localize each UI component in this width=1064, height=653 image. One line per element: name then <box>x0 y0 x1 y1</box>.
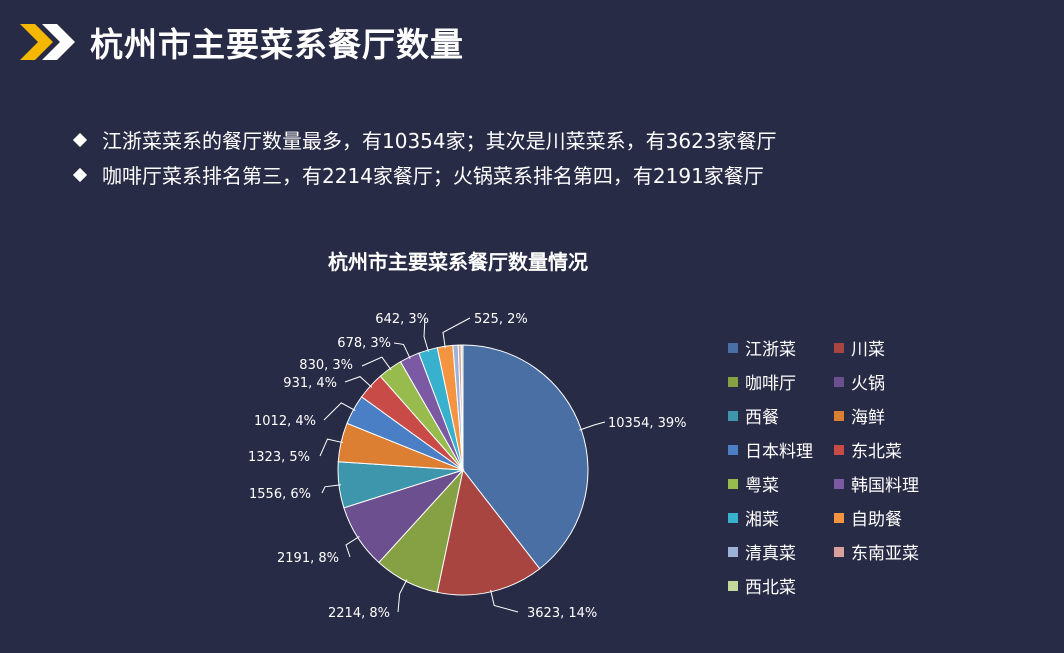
legend-swatch <box>728 512 738 523</box>
legend-label: 咖啡厅 <box>745 374 796 394</box>
data-label: 10354, 39% <box>608 416 687 431</box>
legend-item: 西北菜 <box>728 574 834 598</box>
legend-swatch <box>834 546 844 557</box>
data-label: 525, 2% <box>474 312 528 327</box>
pie-slice <box>460 344 464 471</box>
double-chevron-icon <box>20 24 75 60</box>
legend-label: 川菜 <box>851 340 885 360</box>
bullet-text: 江浙菜菜系的餐厅数量最多，有10354家；其次是川菜菜系，有3623家餐厅 <box>102 129 777 153</box>
summary-bullets: 江浙菜菜系的餐厅数量最多，有10354家；其次是川菜菜系，有3623家餐厅 咖啡… <box>70 122 777 192</box>
data-label: 931, 4% <box>283 376 337 391</box>
legend-label: 东北菜 <box>851 442 902 462</box>
legend-label: 西北菜 <box>745 578 796 598</box>
legend-label: 清真菜 <box>745 544 796 564</box>
page-title: 杭州市主要菜系餐厅数量 <box>90 25 464 64</box>
legend-item: 东南亚菜 <box>834 540 944 564</box>
legend-swatch <box>728 580 738 591</box>
legend-label: 江浙菜 <box>745 340 796 360</box>
leader-line <box>393 342 411 360</box>
legend-label: 东南亚菜 <box>851 544 919 564</box>
data-label: 642, 3% <box>375 312 429 327</box>
legend-item: 韩国料理 <box>834 472 944 496</box>
leader-line <box>323 402 356 421</box>
legend-item: 粤菜 <box>728 472 834 496</box>
chart-legend: 江浙菜 川菜咖啡厅 火锅西餐 海鲜日本料理 东北菜粤菜 韩国料理湘菜 自助餐清真菜 东南亚菜西… <box>728 336 958 598</box>
legend-label: 火锅 <box>851 374 885 394</box>
leader-line <box>442 317 471 349</box>
header: 杭州市主要菜系餐厅数量 <box>20 20 464 64</box>
leader-line <box>397 579 408 613</box>
legend-item: 西餐 <box>728 404 834 428</box>
legend-item: 清真菜 <box>728 540 834 564</box>
legend-item: 海鲜 <box>834 404 944 428</box>
legend-label: 自助餐 <box>851 510 902 530</box>
leader-line <box>490 589 519 613</box>
bullet-item: 咖啡厅菜系排名第三，有2214家餐厅；火锅菜系排名第四，有2191家餐厅 <box>70 157 777 192</box>
legend-item: 自助餐 <box>834 506 944 530</box>
data-label: 678, 3% <box>337 336 391 351</box>
legend-item: 日本料理 <box>728 438 834 462</box>
leader-line <box>361 356 392 371</box>
data-label: 1556, 6% <box>249 487 311 502</box>
legend-swatch <box>728 342 738 353</box>
data-label: 830, 3% <box>299 358 353 373</box>
legend-item: 川菜 <box>834 336 944 360</box>
data-label: 2191, 8% <box>277 551 339 566</box>
bullet-item: 江浙菜菜系的餐厅数量最多，有10354家；其次是川菜菜系，有3623家餐厅 <box>70 122 777 157</box>
legend-label: 粤菜 <box>745 476 779 496</box>
chart-title: 杭州市主要菜系餐厅数量情况 <box>328 250 588 274</box>
legend-label: 日本料理 <box>745 442 813 462</box>
legend-swatch <box>834 512 844 523</box>
legend-swatch <box>834 444 844 455</box>
legend-swatch <box>728 410 738 421</box>
legend-item: 江浙菜 <box>728 336 834 360</box>
leader-line <box>319 438 344 457</box>
legend-label: 西餐 <box>745 408 779 428</box>
legend-label: 韩国料理 <box>851 476 919 496</box>
leader-line <box>423 317 429 353</box>
leader-line <box>345 535 360 558</box>
legend-swatch <box>834 342 844 353</box>
data-label: 3623, 14% <box>527 606 597 621</box>
leader-line <box>579 421 606 431</box>
legend-swatch <box>728 444 738 455</box>
legend-label: 海鲜 <box>851 408 885 428</box>
legend-item: 东北菜 <box>834 438 944 462</box>
legend-swatch <box>834 376 844 387</box>
legend-item: 咖啡厅 <box>728 370 834 394</box>
data-label: 1323, 5% <box>248 450 310 465</box>
legend-item: 湘菜 <box>728 506 834 530</box>
legend-swatch <box>728 546 738 557</box>
legend-swatch <box>834 478 844 489</box>
leader-line <box>321 484 341 494</box>
legend-label: 湘菜 <box>745 510 779 530</box>
legend-swatch <box>728 478 738 489</box>
data-label: 2214, 8% <box>328 606 390 621</box>
leader-line <box>344 376 373 388</box>
legend-swatch <box>728 376 738 387</box>
legend-swatch <box>834 410 844 421</box>
bullet-text: 咖啡厅菜系排名第三，有2214家餐厅；火锅菜系排名第四，有2191家餐厅 <box>102 164 764 188</box>
legend-item: 火锅 <box>834 370 944 394</box>
data-label: 1012, 4% <box>254 414 316 429</box>
